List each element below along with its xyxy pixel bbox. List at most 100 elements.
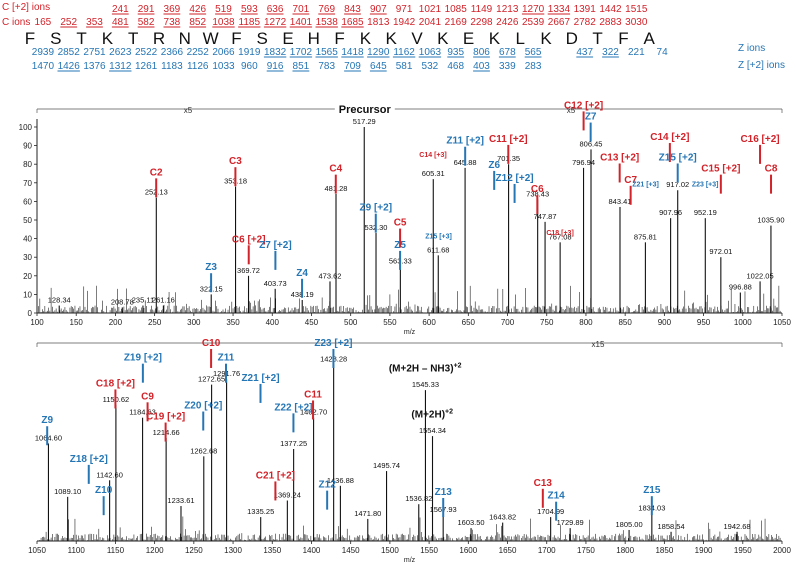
- residue: F: [25, 29, 35, 48]
- z-ion-value: 2252: [187, 47, 210, 58]
- peak-mz-label: 1064.60: [35, 433, 62, 442]
- residue: L: [515, 29, 524, 48]
- peak-mz-label: 747.87: [534, 212, 557, 221]
- c2-ion-value: 971: [396, 4, 413, 15]
- z2-ion-value: 283: [525, 61, 542, 72]
- z-ion-value: 2366: [161, 47, 184, 58]
- residue: S: [50, 29, 61, 48]
- x-tick-label: 1700: [538, 546, 556, 555]
- c-ion-value: 1685: [341, 17, 364, 28]
- c2-ion-value: 1149: [471, 4, 493, 15]
- ion-annotation: C9: [141, 391, 154, 402]
- peak-mz-label: 1942.68: [723, 522, 750, 531]
- x-axis-label: m/z: [404, 557, 416, 562]
- z-ion-value: 2852: [58, 47, 81, 58]
- zoom-label: x5: [567, 106, 576, 115]
- z-ion-value: 1832: [264, 47, 287, 58]
- peak-mz-label: 917.02: [666, 180, 689, 189]
- peak-mz-label: 1262.68: [190, 446, 217, 455]
- peak-mz-label: 1643.82: [489, 513, 516, 522]
- z2-ion-value: 1261: [135, 61, 158, 72]
- ion-annotation: C3: [229, 156, 242, 167]
- x-tick-label: 1350: [263, 546, 281, 555]
- zoom-label: x15: [592, 340, 605, 349]
- z-ion-value: 221: [628, 47, 645, 58]
- peak-mz-label: 1369.24: [274, 491, 301, 500]
- x-tick-label: 250: [148, 318, 162, 327]
- peak-mz-label: 843.41: [609, 197, 632, 206]
- peak-mz-label: 1436.88: [327, 476, 354, 485]
- c-ion-value: 481: [112, 17, 129, 28]
- peak-mz-label: 806.45: [580, 139, 603, 148]
- ion-annotation: Z22 [+2]: [274, 402, 312, 413]
- c-ion-value: 2426: [496, 17, 519, 28]
- residue: K: [489, 29, 501, 48]
- y-tick-label: 90: [23, 142, 32, 151]
- ion-annotation: C6 [+2]: [232, 234, 266, 245]
- z2-ion-value: 1426: [58, 61, 81, 72]
- ion-annotation: Z10: [95, 485, 113, 496]
- ion-annotation: C10: [202, 338, 221, 349]
- ion-annotation: Z18 [+2]: [70, 454, 108, 465]
- x-tick-label: 800: [579, 318, 593, 327]
- c2-ion-value: 1085: [445, 4, 468, 15]
- c-ion-value: 738: [164, 17, 181, 28]
- peak-mz-label: 611.68: [427, 245, 449, 254]
- c-ion-value: 2298: [470, 17, 493, 28]
- peak-mz-label: 369.72: [237, 266, 260, 275]
- residue: K: [360, 29, 372, 48]
- x-tick-label: 1400: [303, 546, 321, 555]
- ion-annotation: C7: [624, 175, 637, 186]
- ion-annotation: Z12: [319, 480, 337, 491]
- c-ion-value: 1185: [239, 17, 261, 28]
- residue: K: [386, 29, 398, 48]
- ion-annotation: C2: [150, 167, 163, 178]
- x-axis-label: m/z: [404, 329, 416, 335]
- peak-mz-label: 128.34: [48, 296, 71, 305]
- ion-annotation: Z13: [435, 487, 453, 498]
- peak-mz-label: 1729.89: [557, 518, 584, 527]
- z-ion-value: 2751: [83, 47, 106, 58]
- peak-mz-label: 1272.65: [198, 375, 225, 384]
- peak-mz-label: 1603.50: [457, 518, 484, 527]
- residue: H: [308, 29, 320, 48]
- z2-ion-value: 532: [422, 61, 439, 72]
- ion-annotation: C4: [329, 164, 342, 175]
- ion-annotation: Z7 [+2]: [259, 240, 292, 251]
- z2-ion-value: 645: [370, 61, 387, 72]
- c2-ion-value: 426: [189, 4, 206, 15]
- z-ion-value: 1162: [393, 47, 415, 58]
- ion-annotation: Z23 [+2]: [314, 338, 352, 349]
- y-tick-label: 0: [28, 309, 33, 318]
- ion-annotation: Z14: [548, 491, 566, 502]
- x-tick-label: 1950: [734, 546, 752, 555]
- peak-mz-label: 261.16: [152, 296, 175, 305]
- residue: S: [257, 29, 268, 48]
- residue: W: [203, 29, 219, 48]
- c-ion-value: 1942: [393, 17, 416, 28]
- z2-ion-value: 783: [318, 61, 335, 72]
- ion-annotation: C12 [+2]: [564, 100, 603, 111]
- residue: T: [592, 29, 602, 48]
- ion-annotation: C13 [+2]: [600, 152, 639, 163]
- c2-ion-value: 241: [112, 4, 129, 15]
- residue: F: [231, 29, 241, 48]
- ion-annotation: Z20 [+2]: [184, 401, 222, 412]
- x-tick-label: 1000: [734, 318, 752, 327]
- ion-annotation: C13: [534, 478, 553, 489]
- c-ion-value: 1813: [367, 17, 390, 28]
- y-tick-label: 20: [23, 272, 32, 281]
- peak-mz-label: 605.31: [422, 169, 445, 178]
- chart-title: Precursor: [339, 104, 392, 116]
- c2-ion-value: 1021: [419, 4, 442, 15]
- x-tick-label: 100: [30, 318, 44, 327]
- c2-ion-value: 843: [344, 4, 361, 15]
- z2-ion-value: 1033: [212, 61, 235, 72]
- y-tick-label: 60: [23, 197, 32, 206]
- c2-ions-label: C [+2] ions: [2, 2, 50, 13]
- peak-mz-label: 1554.34: [419, 426, 446, 435]
- residue: F: [618, 29, 628, 48]
- x-tick-label: 900: [658, 318, 672, 327]
- c-ion-value: 2883: [599, 17, 622, 28]
- peak-mz-label: 1335.25: [247, 507, 274, 516]
